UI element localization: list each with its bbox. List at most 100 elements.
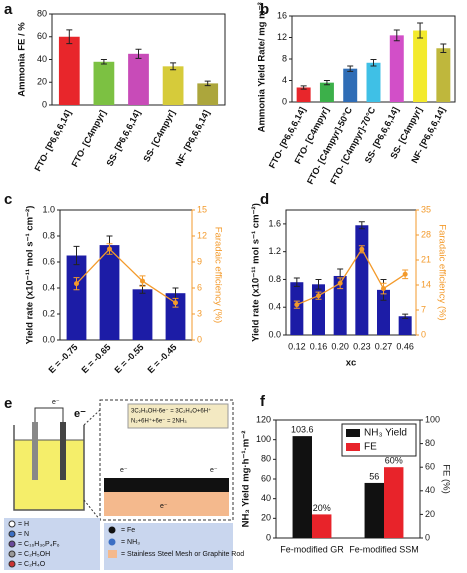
legend-label: = Fe — [121, 527, 135, 534]
electrode — [60, 422, 66, 480]
x-tick-label: Fe-modified GR — [280, 544, 344, 554]
error-bar — [66, 29, 73, 45]
legend-box — [4, 518, 100, 570]
y2-tick-label: 15 — [197, 204, 207, 214]
line — [296, 248, 406, 306]
y-tick-label: 4 — [282, 75, 287, 85]
y-tick-label: 0.8 — [42, 230, 55, 240]
bar — [355, 225, 369, 335]
bar — [128, 53, 149, 105]
legend-icon — [8, 530, 16, 538]
error-bar — [402, 313, 409, 319]
bar — [165, 293, 186, 340]
line-marker — [173, 300, 178, 306]
x-tick-label: Fe-modified SSM — [349, 544, 419, 554]
y-tick-label: 0.2 — [42, 308, 55, 318]
electron: e⁻ — [74, 408, 86, 420]
legend-box — [104, 523, 233, 570]
error-bar — [204, 80, 211, 87]
y2-tick-label: 9 — [197, 256, 202, 266]
error-bar — [73, 245, 80, 266]
diagram-e: e e⁻ e⁻ 3C₂H₅OH-6e⁻ = 3C₂H₄O+6H⁺ N₂+6H⁺+… — [4, 395, 234, 570]
y2-tick-label: 60 — [425, 462, 435, 472]
line-marker — [359, 246, 365, 252]
x-tick-label: E = -0.55 — [113, 342, 146, 375]
bar — [436, 48, 451, 102]
legend-label: = H — [18, 521, 29, 528]
legend-icon — [8, 520, 16, 528]
y2-tick-label: 14 — [421, 279, 431, 289]
line-marker — [316, 293, 321, 299]
y-axis-label: Yield rate (x10⁻¹¹ mol s⁻¹ cm⁻²) — [25, 206, 36, 345]
y-tick-label: 0.0 — [268, 329, 281, 339]
error-bar — [370, 59, 377, 67]
y2-tick-label: 28 — [421, 229, 431, 239]
y2-tick-label: 0 — [425, 532, 430, 542]
bar — [292, 436, 312, 538]
bar — [389, 35, 404, 102]
bar — [132, 289, 153, 340]
x-tick-label: 0.27 — [375, 341, 393, 351]
y-axis-label: Ammonia FE / % — [17, 22, 28, 97]
y-axis-label: Yield rate (x10⁻¹¹ mol s⁻¹ cm⁻²) — [251, 203, 262, 342]
y-tick-label: 0.6 — [42, 256, 55, 266]
x-axis-label: xc — [346, 358, 357, 369]
bar — [384, 467, 404, 538]
zoom-line — [83, 499, 101, 521]
bar — [364, 482, 384, 538]
plot-frame — [285, 209, 417, 336]
panel-letter: f — [260, 393, 266, 410]
legend-label: = C₁₆H₃₆P₄F₆ — [18, 541, 60, 548]
beaker — [13, 425, 85, 511]
electron: e⁻ — [120, 467, 128, 474]
legend-icon — [108, 538, 116, 546]
error-bar — [323, 80, 330, 86]
y-tick-label: 60 — [261, 473, 271, 483]
electron: e⁻ — [160, 503, 168, 510]
bar — [58, 36, 80, 105]
y2-axis-label: FE (%) — [440, 464, 451, 494]
error-bar — [358, 221, 365, 230]
error-bar — [293, 277, 300, 287]
x-tick-label: 0.20 — [331, 341, 349, 351]
y2-tick-label: 80 — [425, 438, 435, 448]
legend-label: = Stainless Steel Mesh or Graphite Rod — [121, 551, 244, 558]
line-marker — [294, 302, 300, 308]
y2-tick-label: 3 — [197, 308, 202, 318]
y2-axis-label: Faradaic efficiency (%) — [436, 224, 447, 320]
bar — [343, 68, 358, 102]
x-tick-label: E = -0.65 — [80, 342, 113, 375]
panel-letter: a — [4, 1, 13, 18]
legend-label: = C₂H₄O — [18, 561, 46, 568]
x-tick-label: E = -0.45 — [146, 342, 179, 375]
y-tick-label: 40 — [261, 493, 271, 503]
y-axis-label: NH₃ Yield mg·h⁻¹·m⁻² — [241, 431, 252, 528]
y-tick-label: 40 — [37, 54, 47, 64]
electrolyte — [13, 439, 85, 511]
bar — [312, 514, 332, 538]
error-bar — [135, 48, 142, 59]
legend-label: NH₃ Yield — [364, 428, 407, 439]
x-tick-label: FTO- [P6,6,6,14] — [32, 108, 73, 173]
y-tick-label: 0.0 — [42, 334, 55, 344]
y2-tick-label: 7 — [421, 304, 426, 314]
value-label: 56 — [369, 471, 379, 481]
y-axis-label: Ammonia Yield Rate/ mg m⁻² h⁻¹ — [257, 0, 268, 132]
wire — [34, 407, 64, 422]
y-tick-label: 120 — [256, 414, 271, 424]
y-tick-label: 80 — [261, 454, 271, 464]
y2-tick-label: 40 — [425, 485, 435, 495]
bar — [413, 30, 428, 103]
legend-label: = C₂H₅OH — [18, 551, 50, 558]
reaction: N₂+6H⁺+6e⁻ = 2NH₃ — [131, 418, 187, 425]
x-tick-label: 0.23 — [353, 341, 371, 351]
bar — [93, 61, 115, 105]
panel-letter: d — [260, 191, 269, 208]
bar — [296, 87, 311, 102]
electrode-layer — [104, 478, 229, 492]
y-tick-label: 0.4 — [268, 302, 281, 312]
legend-icon — [8, 560, 16, 568]
line-marker — [402, 271, 408, 277]
zoom-line — [83, 409, 101, 426]
panel-letter: b — [260, 1, 269, 18]
